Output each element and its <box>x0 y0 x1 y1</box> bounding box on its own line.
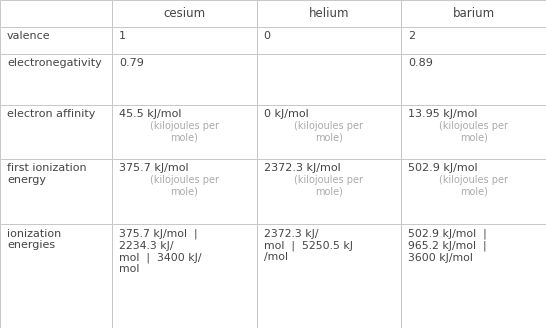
Text: 2372.3 kJ/mol: 2372.3 kJ/mol <box>264 163 341 173</box>
Bar <box>112 159 257 224</box>
Text: helium: helium <box>308 7 349 20</box>
Text: 13.95 kJ/mol: 13.95 kJ/mol <box>408 109 478 119</box>
Bar <box>0 27 112 54</box>
Bar <box>401 224 546 328</box>
Bar <box>257 224 401 328</box>
Bar <box>112 54 257 105</box>
Text: (kilojoules per
mole): (kilojoules per mole) <box>150 121 219 142</box>
Bar <box>112 0 257 27</box>
Text: 502.9 kJ/mol: 502.9 kJ/mol <box>408 163 478 173</box>
Bar <box>257 159 401 224</box>
Text: 502.9 kJ/mol  |
965.2 kJ/mol  |
3600 kJ/mol: 502.9 kJ/mol | 965.2 kJ/mol | 3600 kJ/mo… <box>408 229 487 263</box>
Text: first ionization
energy: first ionization energy <box>7 163 87 185</box>
Text: 375.7 kJ/mol: 375.7 kJ/mol <box>119 163 189 173</box>
Text: electronegativity: electronegativity <box>7 58 102 68</box>
Text: 0: 0 <box>264 31 271 41</box>
Bar <box>257 0 401 27</box>
Bar <box>401 0 546 27</box>
Bar <box>112 105 257 159</box>
Text: 0.79: 0.79 <box>119 58 144 68</box>
Text: barium: barium <box>453 7 495 20</box>
Bar <box>0 54 112 105</box>
Bar <box>112 27 257 54</box>
Text: 2372.3 kJ/
mol  |  5250.5 kJ
/mol: 2372.3 kJ/ mol | 5250.5 kJ /mol <box>264 229 353 262</box>
Text: 0.89: 0.89 <box>408 58 434 68</box>
Text: ionization
energies: ionization energies <box>7 229 61 250</box>
Text: (kilojoules per
mole): (kilojoules per mole) <box>294 175 364 196</box>
Text: cesium: cesium <box>163 7 205 20</box>
Bar <box>401 159 546 224</box>
Bar <box>401 105 546 159</box>
Text: (kilojoules per
mole): (kilojoules per mole) <box>439 175 508 196</box>
Text: 0 kJ/mol: 0 kJ/mol <box>264 109 308 119</box>
Bar <box>112 224 257 328</box>
Text: (kilojoules per
mole): (kilojoules per mole) <box>150 175 219 196</box>
Text: 45.5 kJ/mol: 45.5 kJ/mol <box>119 109 181 119</box>
Text: 1: 1 <box>119 31 126 41</box>
Bar <box>401 54 546 105</box>
Text: (kilojoules per
mole): (kilojoules per mole) <box>439 121 508 142</box>
Bar <box>0 224 112 328</box>
Bar <box>257 27 401 54</box>
Text: 375.7 kJ/mol  |
2234.3 kJ/
mol  |  3400 kJ/
mol: 375.7 kJ/mol | 2234.3 kJ/ mol | 3400 kJ/… <box>119 229 201 275</box>
Text: (kilojoules per
mole): (kilojoules per mole) <box>294 121 364 142</box>
Bar <box>257 54 401 105</box>
Bar <box>0 159 112 224</box>
Bar <box>0 105 112 159</box>
Text: 2: 2 <box>408 31 416 41</box>
Bar <box>0 0 112 27</box>
Bar <box>257 105 401 159</box>
Bar <box>401 27 546 54</box>
Text: electron affinity: electron affinity <box>7 109 96 119</box>
Text: valence: valence <box>7 31 51 41</box>
